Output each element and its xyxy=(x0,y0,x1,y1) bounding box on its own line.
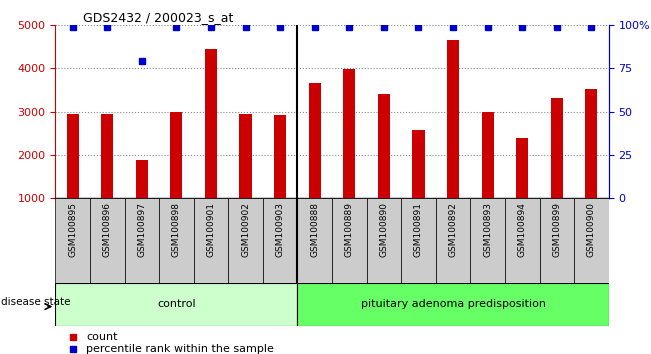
Bar xyxy=(263,198,298,283)
Text: GSM100898: GSM100898 xyxy=(172,202,181,257)
Text: GSM100895: GSM100895 xyxy=(68,202,77,257)
Text: GSM100893: GSM100893 xyxy=(483,202,492,257)
Text: percentile rank within the sample: percentile rank within the sample xyxy=(86,344,274,354)
Text: count: count xyxy=(86,332,118,342)
Text: GSM100894: GSM100894 xyxy=(518,202,527,257)
Bar xyxy=(482,112,493,198)
Bar xyxy=(194,198,229,283)
Text: GSM100892: GSM100892 xyxy=(449,202,458,257)
Bar xyxy=(332,198,367,283)
Bar xyxy=(171,112,182,198)
Bar xyxy=(298,283,609,326)
Bar xyxy=(436,198,470,283)
Text: GSM100897: GSM100897 xyxy=(137,202,146,257)
Bar xyxy=(378,94,390,198)
Bar xyxy=(159,198,194,283)
Bar xyxy=(343,69,355,198)
Bar xyxy=(274,115,286,198)
Bar xyxy=(447,40,459,198)
Text: GSM100903: GSM100903 xyxy=(275,202,284,257)
Text: disease state: disease state xyxy=(1,297,70,307)
Bar xyxy=(516,138,528,198)
Bar xyxy=(574,198,609,283)
Bar xyxy=(124,198,159,283)
Text: GSM100896: GSM100896 xyxy=(103,202,112,257)
Bar xyxy=(551,98,563,198)
Bar xyxy=(540,198,574,283)
Bar xyxy=(585,90,598,198)
Bar xyxy=(66,114,79,198)
Bar xyxy=(229,198,263,283)
Text: GSM100899: GSM100899 xyxy=(552,202,561,257)
Bar xyxy=(55,283,298,326)
Text: GSM100900: GSM100900 xyxy=(587,202,596,257)
Bar xyxy=(401,198,436,283)
Bar xyxy=(470,198,505,283)
Text: GSM100888: GSM100888 xyxy=(311,202,319,257)
Bar xyxy=(101,114,113,198)
Text: GSM100890: GSM100890 xyxy=(380,202,389,257)
Text: control: control xyxy=(157,299,196,309)
Text: GSM100901: GSM100901 xyxy=(206,202,215,257)
Bar xyxy=(413,130,424,198)
Bar xyxy=(309,83,321,198)
Text: GDS2432 / 200023_s_at: GDS2432 / 200023_s_at xyxy=(83,11,233,24)
Text: GSM100891: GSM100891 xyxy=(414,202,423,257)
Bar xyxy=(298,198,332,283)
Bar xyxy=(55,198,90,283)
Bar xyxy=(505,198,540,283)
Text: GSM100902: GSM100902 xyxy=(241,202,250,257)
Bar xyxy=(240,114,251,198)
Bar xyxy=(367,198,401,283)
Bar xyxy=(136,160,148,198)
Text: GSM100889: GSM100889 xyxy=(345,202,353,257)
Bar xyxy=(205,48,217,198)
Bar xyxy=(90,198,124,283)
Text: pituitary adenoma predisposition: pituitary adenoma predisposition xyxy=(361,299,546,309)
